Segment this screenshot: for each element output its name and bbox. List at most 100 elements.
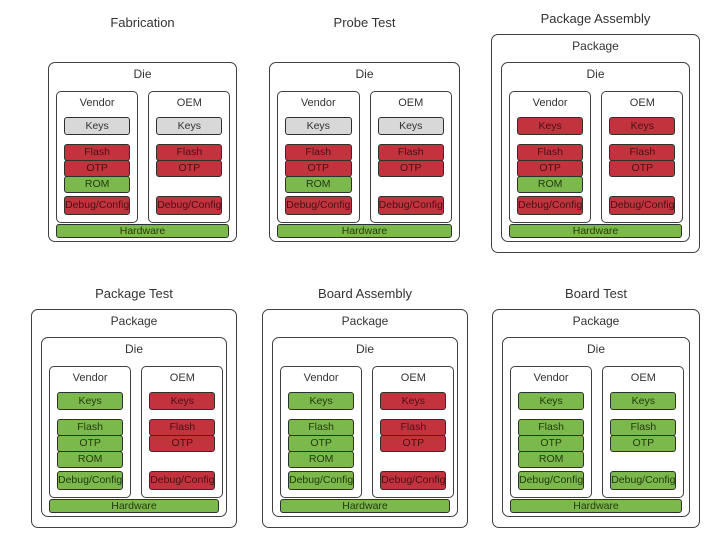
package-label: Package: [110, 314, 158, 328]
vendor-debug-config-block: Debug/Config: [517, 196, 584, 215]
vendor-box: Vendor Keys Flash OTP ROM Debug/Config: [277, 91, 360, 223]
oem-otp-block: OTP: [609, 160, 676, 177]
vendor-debug-config-block: Debug/Config: [288, 471, 355, 490]
vendor-box: Vendor Keys Flash OTP ROM Debug/Config: [510, 366, 593, 498]
die-label: Die: [133, 67, 152, 81]
hardware-block: Hardware: [509, 224, 682, 238]
stage: Board Test Package Die Vendor Keys Flash…: [492, 286, 700, 528]
oem-memory-group: Flash OTP: [602, 144, 682, 177]
vendor-keys-block: Keys: [57, 392, 124, 410]
vendor-debug-config-block: Debug/Config: [57, 471, 124, 490]
oem-memory-group: Flash OTP: [373, 419, 453, 452]
vendor-debug-config-block: Debug/Config: [285, 196, 352, 215]
hardware-block: Hardware: [49, 499, 219, 513]
die-box: Die Vendor Keys Flash OTP ROM Debug/Conf…: [502, 337, 690, 517]
vendor-flash-block: Flash: [285, 144, 352, 161]
stage-title: Package Assembly: [540, 11, 651, 26]
oem-label: OEM: [630, 372, 656, 384]
vendor-otp-block: OTP: [285, 160, 352, 177]
oem-debug-config-block: Debug/Config: [149, 471, 216, 490]
package-box: Package Die Vendor Keys Flash OTP ROM De…: [31, 309, 237, 528]
package-box: Package Die Vendor Keys Flash OTP ROM De…: [262, 309, 468, 528]
vendor-otp-block: OTP: [518, 435, 585, 452]
vendor-memory-group: Flash OTP ROM: [57, 144, 137, 193]
die-box: Die Vendor Keys Flash OTP ROM Debug/Conf…: [272, 337, 458, 517]
package-box: Package Die Vendor Keys Flash OTP ROM De…: [492, 309, 700, 528]
oem-box: OEM Keys Flash OTP Debug/Config: [601, 91, 684, 223]
vendor-debug-config-block: Debug/Config: [518, 471, 585, 490]
vendor-label: Vendor: [533, 372, 569, 384]
vendor-oem-row: Vendor Keys Flash OTP ROM Debug/Config O…: [49, 366, 224, 498]
vendor-box: Vendor Keys Flash OTP ROM Debug/Config: [280, 366, 363, 498]
oem-memory-group: Flash OTP: [149, 144, 229, 177]
oem-keys-block: Keys: [156, 117, 223, 135]
vendor-flash-block: Flash: [518, 419, 585, 436]
oem-flash-block: Flash: [377, 144, 444, 161]
oem-flash-block: Flash: [609, 144, 676, 161]
stage: Board Assembly Package Die Vendor Keys F…: [262, 286, 468, 528]
oem-keys-block: Keys: [609, 117, 676, 135]
vendor-keys-block: Keys: [288, 392, 355, 410]
oem-memory-group: Flash OTP: [142, 419, 222, 452]
oem-debug-config-block: Debug/Config: [610, 471, 677, 490]
oem-debug-config-block: Debug/Config: [156, 196, 223, 215]
oem-box: OEM Keys Flash OTP Debug/Config: [372, 366, 455, 498]
die-label: Die: [355, 67, 374, 81]
vendor-rom-block: ROM: [518, 451, 585, 468]
vendor-oem-row: Vendor Keys Flash OTP ROM Debug/Config O…: [56, 91, 231, 223]
stage-title: Board Assembly: [318, 286, 412, 301]
vendor-oem-row: Vendor Keys Flash OTP ROM Debug/Config O…: [509, 91, 684, 223]
oem-keys-block: Keys: [610, 392, 677, 410]
vendor-box: Vendor Keys Flash OTP ROM Debug/Config: [509, 91, 592, 223]
oem-label: OEM: [400, 372, 426, 384]
oem-label: OEM: [398, 97, 424, 109]
vendor-label: Vendor: [532, 97, 568, 109]
vendor-rom-block: ROM: [288, 451, 355, 468]
stage: Package Assembly Package Die Vendor Keys…: [491, 11, 700, 253]
oem-flash-block: Flash: [380, 419, 447, 436]
vendor-flash-block: Flash: [57, 419, 124, 436]
oem-flash-block: Flash: [610, 419, 677, 436]
vendor-oem-row: Vendor Keys Flash OTP ROM Debug/Config O…: [280, 366, 455, 498]
stage-title: Probe Test: [333, 15, 396, 30]
vendor-label: Vendor: [303, 372, 339, 384]
die-label: Die: [355, 342, 374, 356]
vendor-keys-block: Keys: [517, 117, 584, 135]
package-box: Package Die Vendor Keys Flash OTP ROM De…: [491, 34, 700, 253]
vendor-otp-block: OTP: [517, 160, 584, 177]
oem-otp-block: OTP: [380, 435, 447, 452]
die-box: Die Vendor Keys Flash OTP ROM Debug/Conf…: [48, 62, 237, 242]
oem-keys-block: Keys: [149, 392, 216, 410]
hardware-block: Hardware: [277, 224, 452, 238]
oem-box: OEM Keys Flash OTP Debug/Config: [148, 91, 231, 223]
oem-label: OEM: [169, 372, 195, 384]
hardware-block: Hardware: [280, 499, 450, 513]
oem-otp-block: OTP: [156, 160, 223, 177]
package-label: Package: [572, 39, 619, 53]
stage: Probe Test Die Vendor Keys Flash OTP ROM…: [269, 15, 460, 242]
oem-box: OEM Keys Flash OTP Debug/Config: [141, 366, 224, 498]
die-box: Die Vendor Keys Flash OTP ROM Debug/Conf…: [41, 337, 227, 517]
vendor-oem-row: Vendor Keys Flash OTP ROM Debug/Config O…: [510, 366, 685, 498]
vendor-oem-row: Vendor Keys Flash OTP ROM Debug/Config O…: [277, 91, 452, 223]
vendor-memory-group: Flash OTP ROM: [510, 144, 590, 193]
oem-otp-block: OTP: [610, 435, 677, 452]
vendor-otp-block: OTP: [288, 435, 355, 452]
vendor-flash-block: Flash: [517, 144, 584, 161]
oem-otp-block: OTP: [149, 435, 216, 452]
stage: Fabrication Die Vendor Keys Flash OTP RO…: [48, 15, 237, 242]
die-box: Die Vendor Keys Flash OTP ROM Debug/Conf…: [501, 62, 690, 242]
vendor-rom-block: ROM: [64, 176, 131, 193]
oem-keys-block: Keys: [377, 117, 444, 135]
oem-debug-config-block: Debug/Config: [377, 196, 444, 215]
vendor-box: Vendor Keys Flash OTP ROM Debug/Config: [49, 366, 132, 498]
oem-flash-block: Flash: [156, 144, 223, 161]
vendor-memory-group: Flash OTP ROM: [511, 419, 591, 468]
oem-keys-block: Keys: [380, 392, 447, 410]
oem-debug-config-block: Debug/Config: [609, 196, 676, 215]
vendor-keys-block: Keys: [518, 392, 585, 410]
vendor-memory-group: Flash OTP ROM: [278, 144, 359, 193]
vendor-label: Vendor: [72, 372, 108, 384]
oem-debug-config-block: Debug/Config: [380, 471, 447, 490]
vendor-otp-block: OTP: [64, 160, 131, 177]
